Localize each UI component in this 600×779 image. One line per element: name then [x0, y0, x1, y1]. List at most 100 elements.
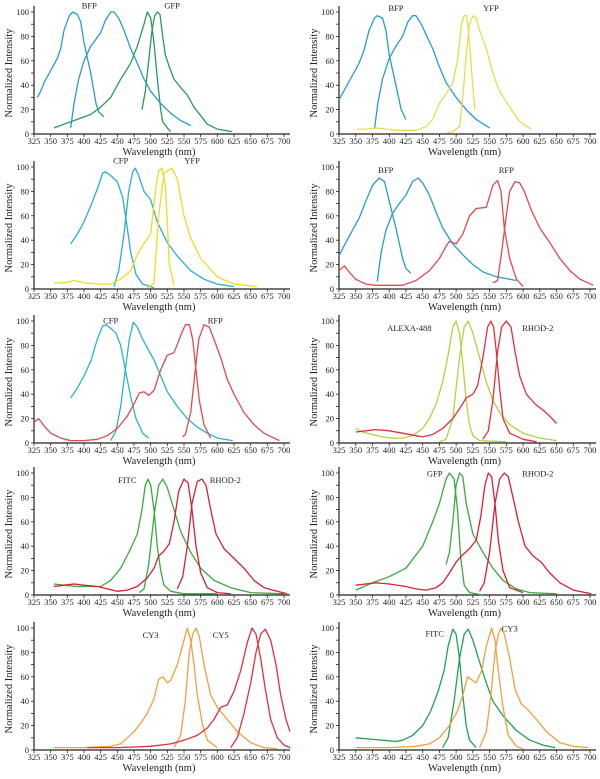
y-axis-label: Normalized Intensity: [4, 337, 15, 427]
x-axis-label: Wavelength (nm): [428, 608, 501, 619]
x-tick-label: 500: [144, 291, 157, 301]
y-tick-label: 20: [326, 105, 335, 115]
x-tick-label: 700: [278, 445, 291, 455]
x-tick-label: 350: [349, 291, 362, 301]
fluorophore-label: BFP: [378, 165, 393, 175]
x-tick-label: 450: [111, 445, 124, 455]
x-tick-label: 450: [416, 291, 429, 301]
x-tick-label: 425: [400, 752, 413, 762]
x-tick-label: 375: [61, 597, 74, 607]
spectrum-chart-9: 325 350 375 400 425 450 475 500 525 550 575 600 625 6…: [0, 616, 300, 774]
x-tick-label: 350: [349, 597, 362, 607]
x-tick-label: 475: [433, 291, 446, 301]
x-tick-label: 625: [228, 136, 241, 146]
cy3-excitation-curve: [355, 627, 524, 750]
x-tick-label: 400: [383, 752, 396, 762]
x-tick-label: 375: [366, 291, 379, 301]
x-tick-label: 575: [500, 136, 513, 146]
y-axis-label: Normalized Intensity: [4, 644, 15, 734]
y-tick-label: 0: [330, 745, 334, 755]
x-tick-label: 400: [78, 597, 91, 607]
x-tick-label: 425: [400, 136, 413, 146]
spectrum-chart-10: 325 350 375 400 425 450 475 500 525 550 575 600 625 6…: [300, 616, 600, 774]
y-tick-label: 60: [21, 56, 30, 66]
y-tick-label: 80: [326, 186, 335, 196]
x-tick-label: 575: [500, 597, 513, 607]
x-tick-label: 425: [400, 597, 413, 607]
x-tick-label: 450: [111, 291, 124, 301]
cy3-emission-curve: [479, 627, 589, 749]
fluorophore-label: CY3: [143, 630, 159, 640]
x-tick-label: 475: [128, 752, 141, 762]
y-tick-label: 100: [321, 7, 334, 17]
cfp-emission-curve: [113, 167, 235, 288]
y-tick-label: 40: [21, 541, 30, 551]
x-tick-label: 325: [333, 752, 346, 762]
spectrum-chart-8: 325 350 375 400 425 450 475 500 525 550 575 600 625 6…: [300, 461, 600, 619]
x-tick-label: 625: [228, 291, 241, 301]
fluorophore-label: FITC: [118, 475, 137, 485]
fluorophore-label: CFP: [103, 315, 118, 325]
rfp-emission-curve: [182, 324, 280, 442]
cy3-emission-curve: [173, 627, 278, 750]
cfp-emission-curve: [110, 321, 233, 442]
x-tick-label: 425: [400, 291, 413, 301]
x-tick-label: 475: [433, 752, 446, 762]
x-tick-label: 400: [78, 291, 91, 301]
x-tick-label: 625: [533, 752, 546, 762]
y-tick-label: 60: [21, 211, 30, 221]
fitc-excitation-curve: [53, 478, 218, 595]
x-tick-label: 375: [61, 752, 74, 762]
x-tick-label: 450: [416, 136, 429, 146]
x-tick-label: 475: [128, 597, 141, 607]
x-tick-label: 525: [466, 136, 479, 146]
y-tick-label: 20: [21, 414, 30, 424]
x-axis-label: Wavelength (nm): [123, 147, 196, 158]
x-tick-label: 625: [533, 597, 546, 607]
x-tick-label: 375: [61, 291, 74, 301]
x-tick-label: 500: [144, 752, 157, 762]
x-tick-label: 400: [78, 752, 91, 762]
x-tick-label: 650: [244, 597, 257, 607]
yfp-excitation-curve: [357, 15, 476, 131]
x-tick-label: 400: [383, 445, 396, 455]
x-axis-label: Wavelength (nm): [123, 763, 196, 774]
fluorophore-label: CFP: [113, 155, 128, 165]
x-tick-label: 575: [500, 752, 513, 762]
x-tick-label: 675: [261, 752, 274, 762]
x-tick-label: 650: [550, 752, 563, 762]
x-tick-label: 400: [78, 136, 91, 146]
y-tick-label: 100: [321, 468, 334, 478]
y-tick-label: 0: [330, 590, 334, 600]
x-tick-label: 450: [111, 136, 124, 146]
x-tick-label: 425: [94, 136, 107, 146]
x-tick-label: 475: [433, 136, 446, 146]
x-axis-label: Wavelength (nm): [123, 456, 196, 467]
x-axis-label: Wavelength (nm): [123, 302, 196, 313]
x-tick-label: 700: [584, 597, 597, 607]
y-tick-label: 100: [16, 162, 29, 172]
x-tick-label: 625: [533, 445, 546, 455]
y-tick-label: 60: [21, 365, 30, 375]
x-tick-label: 475: [433, 445, 446, 455]
x-tick-label: 350: [44, 752, 57, 762]
x-tick-label: 550: [483, 752, 496, 762]
spectrum-chart-5: 325 350 375 400 425 450 475 500 525 550 575 600 625 6…: [0, 309, 300, 467]
fluorophore-label: CY5: [213, 630, 229, 640]
x-tick-label: 425: [94, 752, 107, 762]
x-tick-label: 450: [111, 597, 124, 607]
y-tick-label: 20: [21, 566, 30, 576]
x-tick-label: 700: [278, 597, 291, 607]
y-tick-label: 80: [21, 186, 30, 196]
y-tick-label: 60: [326, 517, 335, 527]
spectrum-chart-7: 325 350 375 400 425 450 475 500 525 550 575 600 625 6…: [0, 461, 300, 619]
spectrum-chart-6: 325 350 375 400 425 450 475 500 525 550 575 600 625 6…: [300, 309, 600, 467]
rfp-excitation-curve: [33, 324, 212, 442]
x-tick-label: 650: [244, 752, 257, 762]
y-tick-label: 60: [21, 672, 30, 682]
x-tick-label: 400: [78, 445, 91, 455]
x-tick-label: 600: [211, 597, 224, 607]
bfp-excitation-curve: [338, 15, 407, 120]
rhod-2-excitation-curve: [355, 320, 537, 443]
cfp-excitation-curve: [70, 171, 155, 289]
